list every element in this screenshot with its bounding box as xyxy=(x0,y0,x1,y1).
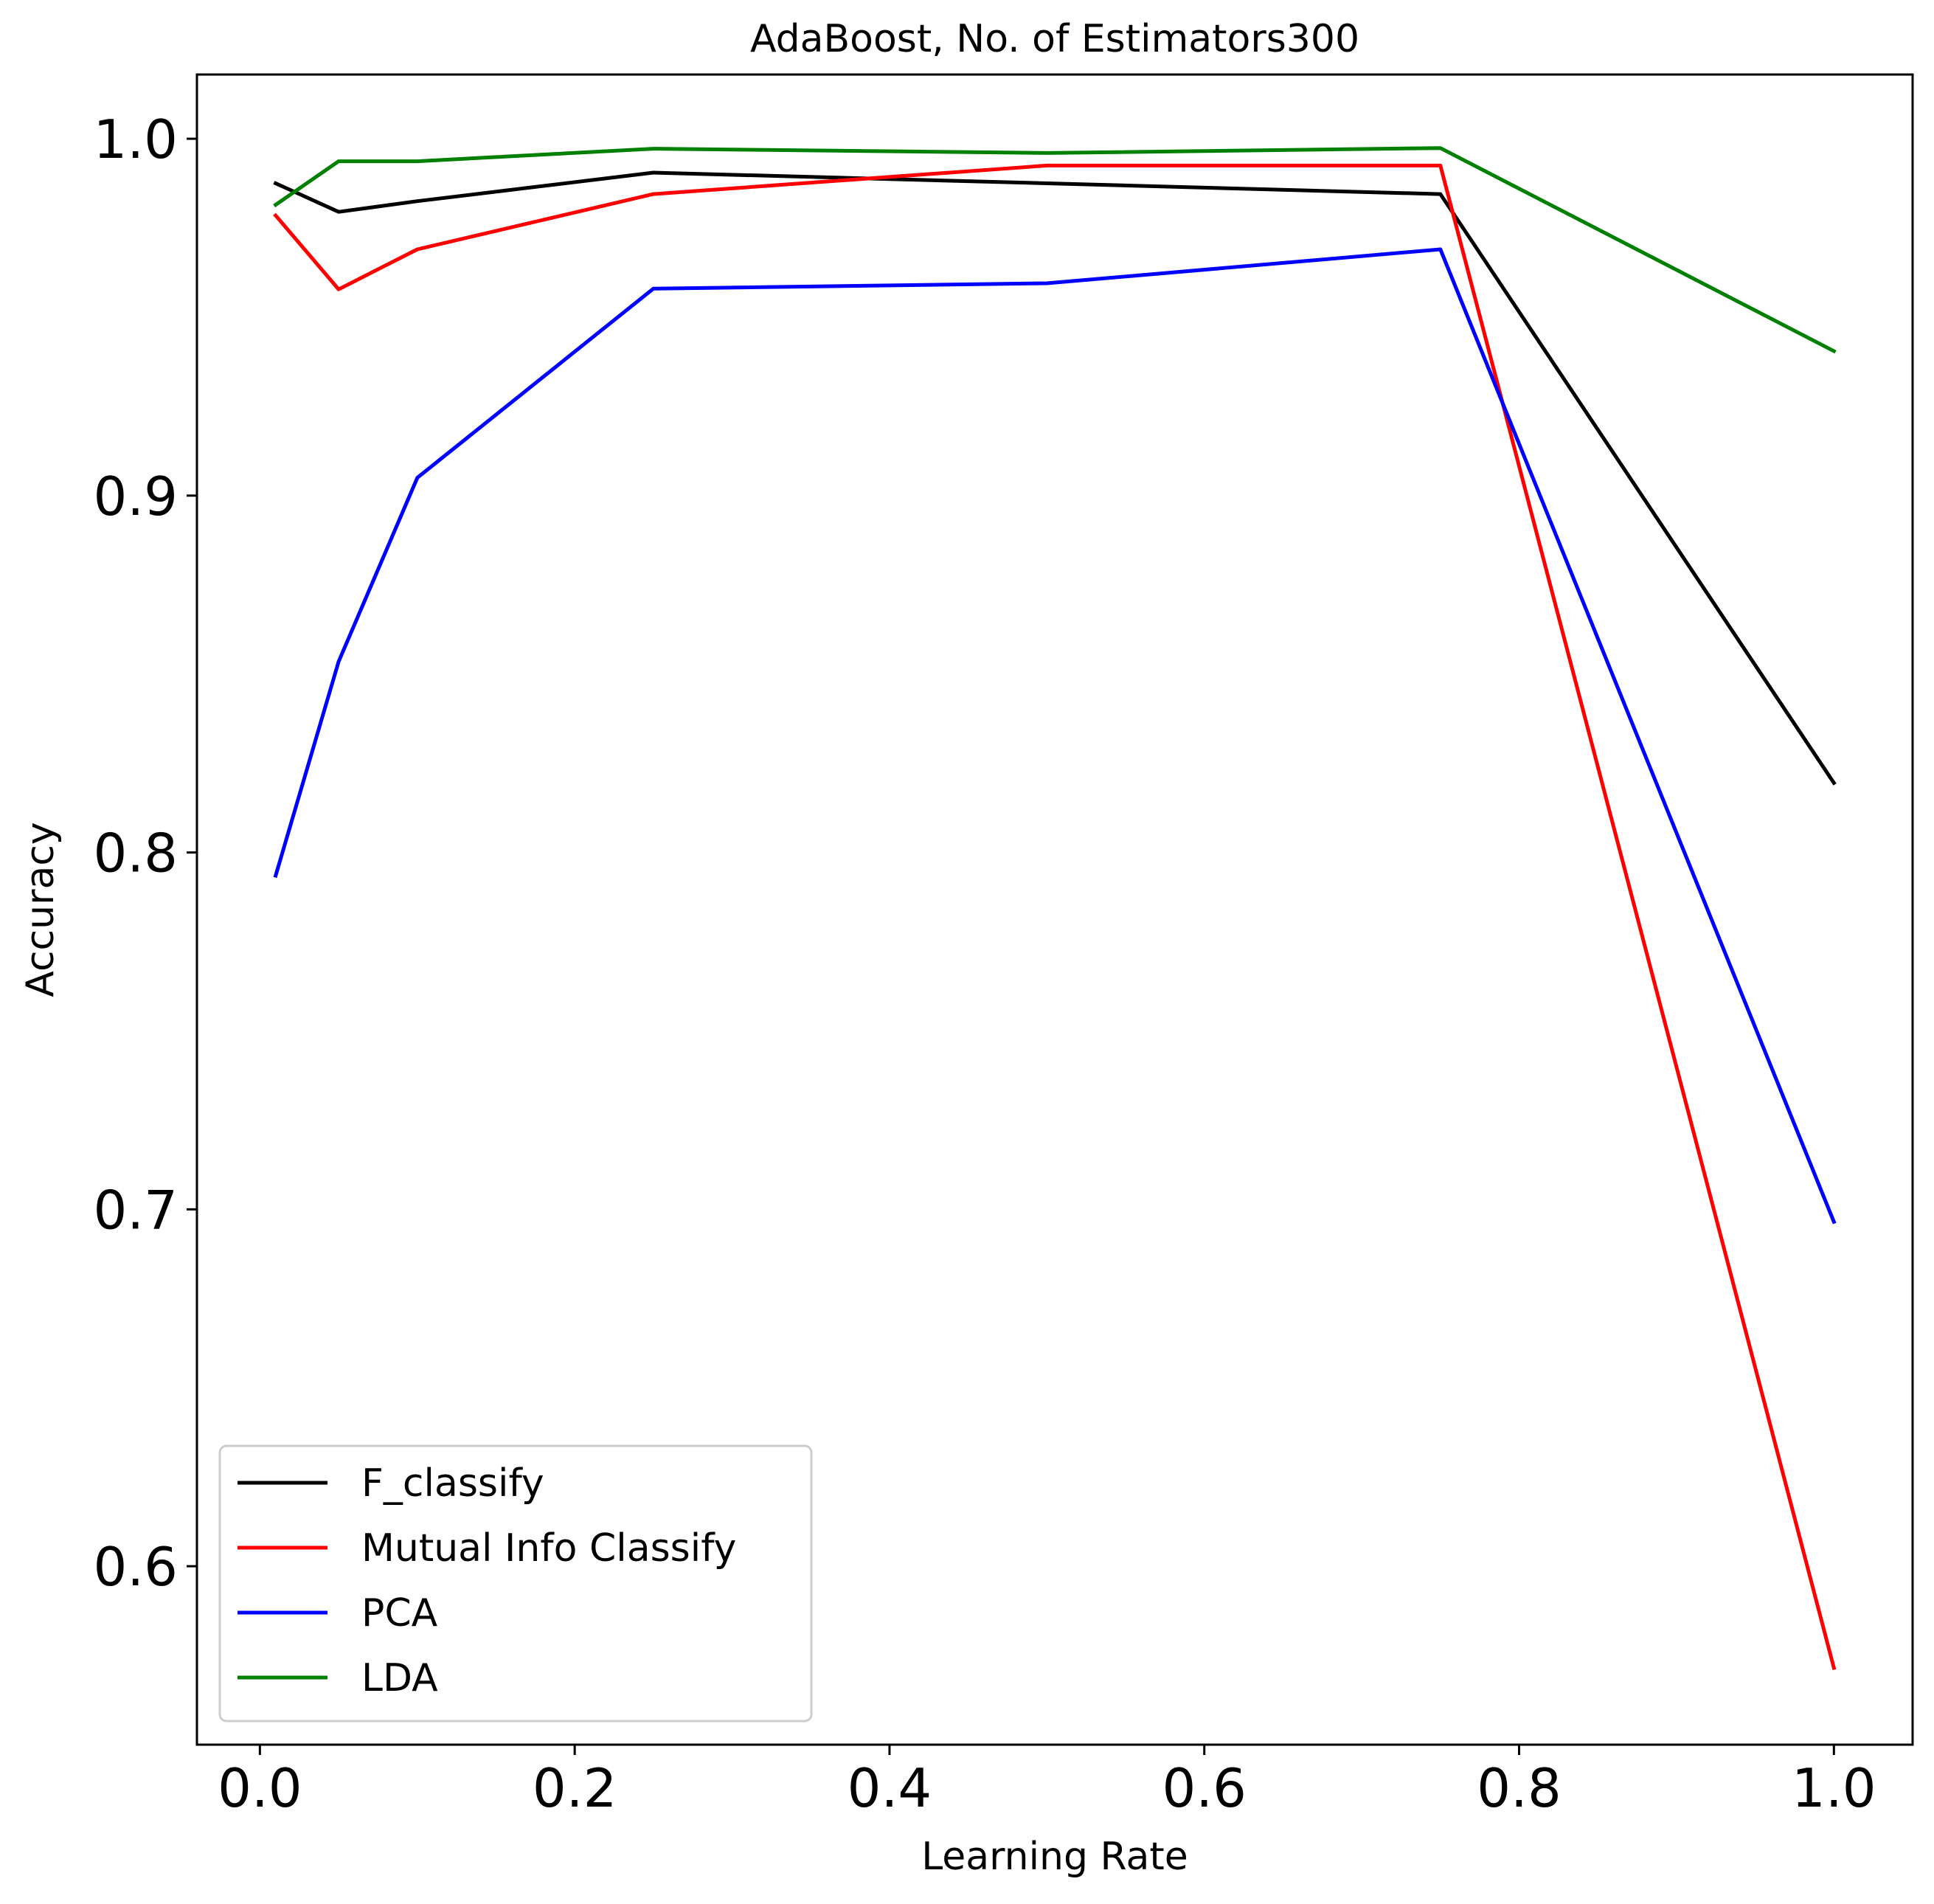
legend-label: PCA xyxy=(361,1591,438,1635)
legend-box xyxy=(218,1444,813,1723)
x-tick-label: 0.2 xyxy=(533,1757,617,1819)
y-axis-ticks: 0.6 0.7 0.8 0.9 1.0 xyxy=(93,108,197,1598)
chart-title: AdaBoost, No. of Estimators300 xyxy=(750,17,1359,61)
x-axis-ticks: 0.0 0.2 0.4 0.6 0.8 1.0 xyxy=(218,1745,1876,1819)
y-tick-label: 0.6 xyxy=(93,1536,178,1598)
x-tick-label: 1.0 xyxy=(1792,1757,1876,1819)
x-tick-label: 0.4 xyxy=(848,1757,932,1819)
y-tick-label: 1.0 xyxy=(93,108,178,170)
plot-area-frame xyxy=(195,73,1914,1746)
y-tick-label: 0.9 xyxy=(93,465,178,527)
series-line-1 xyxy=(273,163,1837,1671)
x-tick-label: 0.0 xyxy=(218,1757,302,1819)
legend-entries: F_classify Mutual Info Classify PCA LDA xyxy=(238,1461,736,1700)
legend-label: Mutual Info Classify xyxy=(361,1526,736,1571)
x-axis-label: Learning Rate xyxy=(921,1835,1188,1879)
x-tick-label: 0.6 xyxy=(1162,1757,1247,1819)
legend: F_classify Mutual Info Classify PCA LDA xyxy=(218,1444,813,1723)
series-layer xyxy=(273,146,1837,1671)
y-tick-label: 0.8 xyxy=(93,823,178,885)
series-line-2 xyxy=(273,247,1837,1225)
legend-label: F_classify xyxy=(361,1461,544,1506)
legend-label: LDA xyxy=(361,1656,438,1700)
x-tick-label: 0.8 xyxy=(1477,1757,1562,1819)
series-line-3 xyxy=(273,146,1837,354)
y-axis-label: Accuracy xyxy=(18,822,63,997)
series-line-0 xyxy=(273,170,1837,786)
y-tick-label: 0.7 xyxy=(93,1179,178,1241)
